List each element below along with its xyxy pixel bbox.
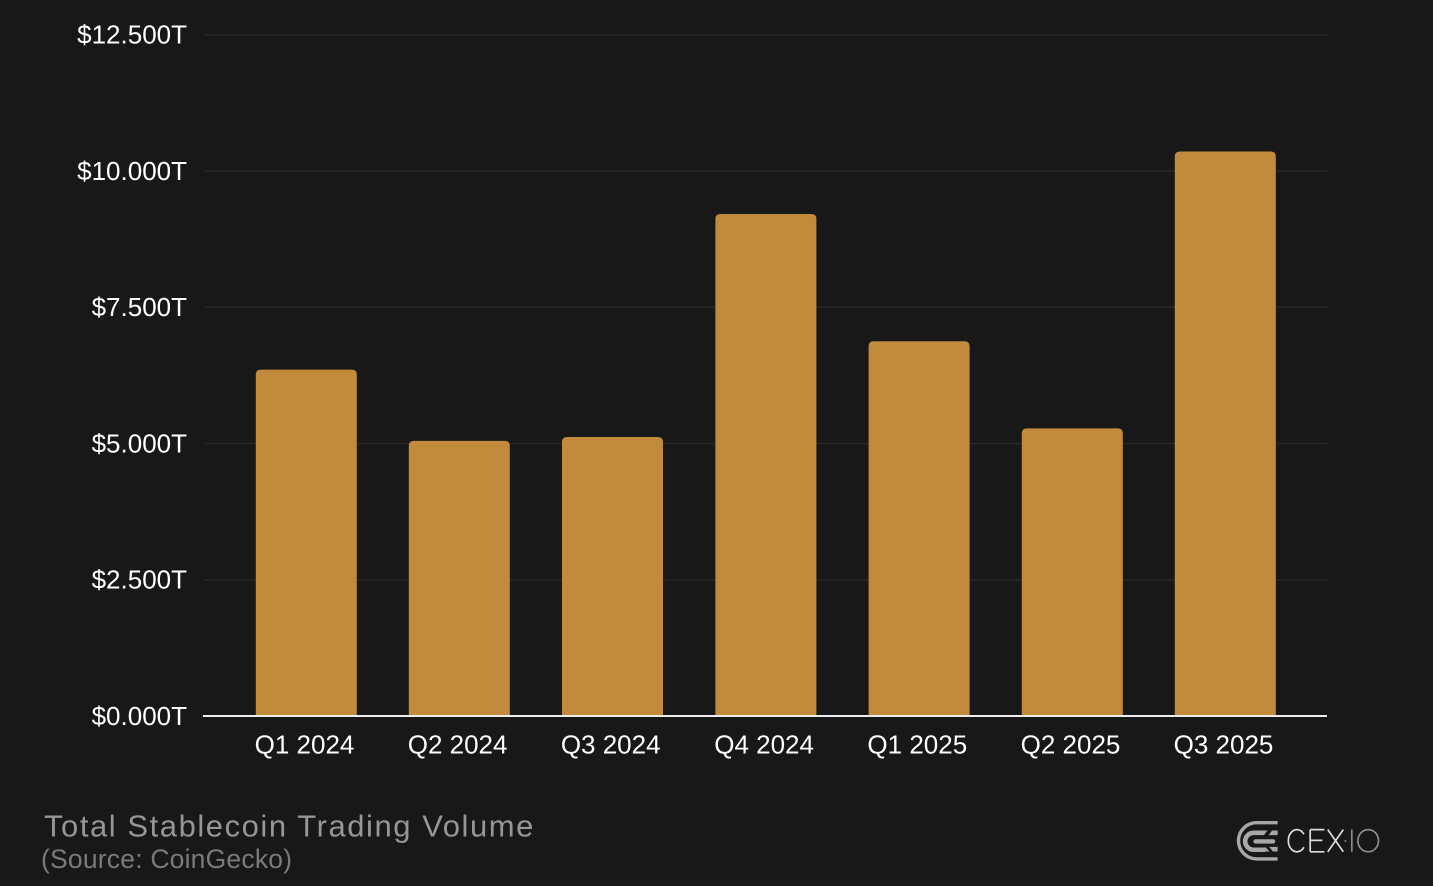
svg-text:$5.000T: $5.000T <box>92 428 188 458</box>
svg-text:$7.500T: $7.500T <box>92 292 188 322</box>
svg-text:(Source: CoinGecko): (Source: CoinGecko) <box>41 844 292 874</box>
svg-text:$2.500T: $2.500T <box>92 565 188 595</box>
svg-text:Q3 2024: Q3 2024 <box>561 729 661 759</box>
svg-text:$12.500T: $12.500T <box>77 20 187 50</box>
svg-text:Q2 2024: Q2 2024 <box>408 729 508 759</box>
svg-text:Q1 2024: Q1 2024 <box>255 729 355 759</box>
svg-text:$10.000T: $10.000T <box>77 156 187 186</box>
svg-text:Q3 2025: Q3 2025 <box>1174 729 1274 759</box>
svg-text:Q2 2025: Q2 2025 <box>1021 729 1121 759</box>
svg-text:Q1 2025: Q1 2025 <box>867 729 967 759</box>
svg-text:Total Stablecoin Trading Volum: Total Stablecoin Trading Volume <box>44 809 535 844</box>
svg-text:$0.000T: $0.000T <box>92 701 188 731</box>
svg-text:Q4 2024: Q4 2024 <box>714 729 814 759</box>
